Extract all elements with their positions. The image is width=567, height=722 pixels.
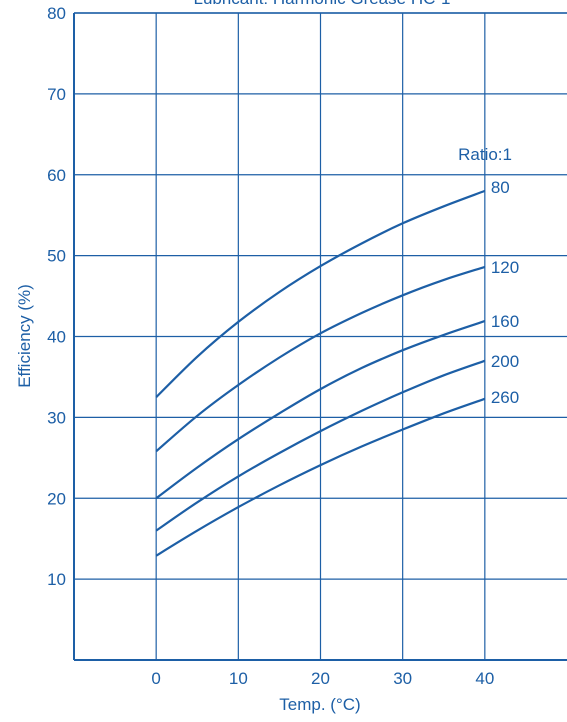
series-line-ratio-200 (155, 359, 486, 532)
series-label-ratio-120: 120 (491, 258, 519, 277)
y-tick-label: 10 (47, 570, 66, 589)
y-tick-label: 30 (47, 408, 66, 427)
chart-title: Lubricant: Harmonic Grease HC-1 (194, 0, 451, 8)
y-tick-label: 60 (47, 166, 66, 185)
series-label-ratio-80: 80 (491, 178, 510, 197)
x-tick-label: 0 (151, 669, 160, 688)
y-tick-label: 40 (47, 328, 66, 347)
series-line-ratio-160 (155, 320, 486, 500)
tick-labels: 0 10 20 30 40 10 20 30 40 50 60 70 80 (47, 4, 494, 688)
y-tick-label: 20 (47, 489, 66, 508)
series-label-ratio-200: 200 (491, 352, 519, 371)
series-line-ratio-120 (155, 265, 486, 453)
series-lines: 80 120 160 200 260 (155, 178, 519, 557)
series-line-ratio-260 (155, 397, 486, 557)
series-label-ratio-260: 260 (491, 388, 519, 407)
x-tick-label: 30 (393, 669, 412, 688)
y-tick-label: 80 (47, 4, 66, 23)
x-axis-title: Temp. (°C) (279, 695, 360, 714)
grid (73, 12, 567, 661)
series-line-ratio-80 (155, 189, 486, 398)
y-tick-label: 50 (47, 247, 66, 266)
x-tick-label: 10 (229, 669, 248, 688)
y-axis-title: Efficiency (%) (15, 284, 34, 388)
x-tick-label: 20 (311, 669, 330, 688)
series-label-ratio-160: 160 (491, 312, 519, 331)
x-tick-label: 40 (475, 669, 494, 688)
legend-title: Ratio:1 (458, 145, 512, 164)
y-tick-label: 70 (47, 85, 66, 104)
